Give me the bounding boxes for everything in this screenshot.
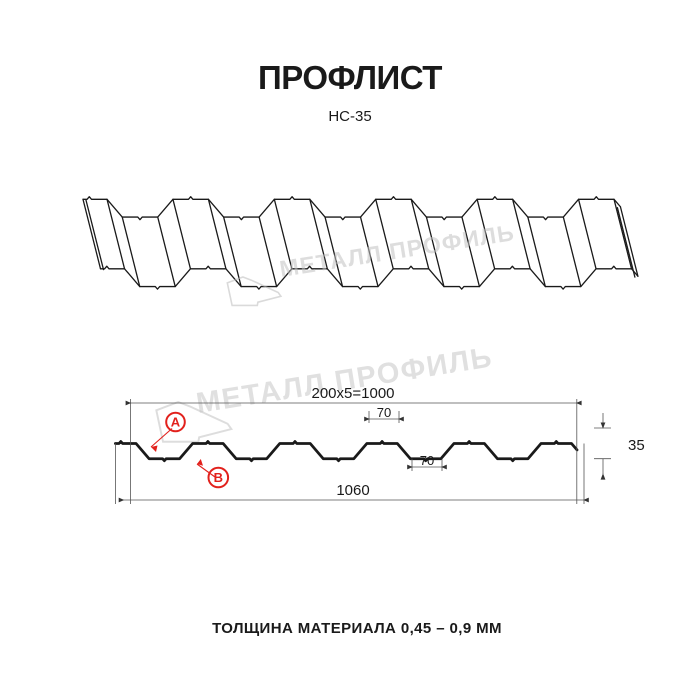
svg-text:70: 70	[420, 453, 434, 468]
svg-text:A: A	[171, 415, 181, 430]
svg-text:B: B	[214, 470, 223, 485]
svg-text:1060: 1060	[336, 482, 369, 499]
svg-text:70: 70	[377, 405, 391, 420]
svg-text:200x5=1000: 200x5=1000	[312, 385, 395, 402]
svg-text:35: 35	[628, 437, 645, 454]
